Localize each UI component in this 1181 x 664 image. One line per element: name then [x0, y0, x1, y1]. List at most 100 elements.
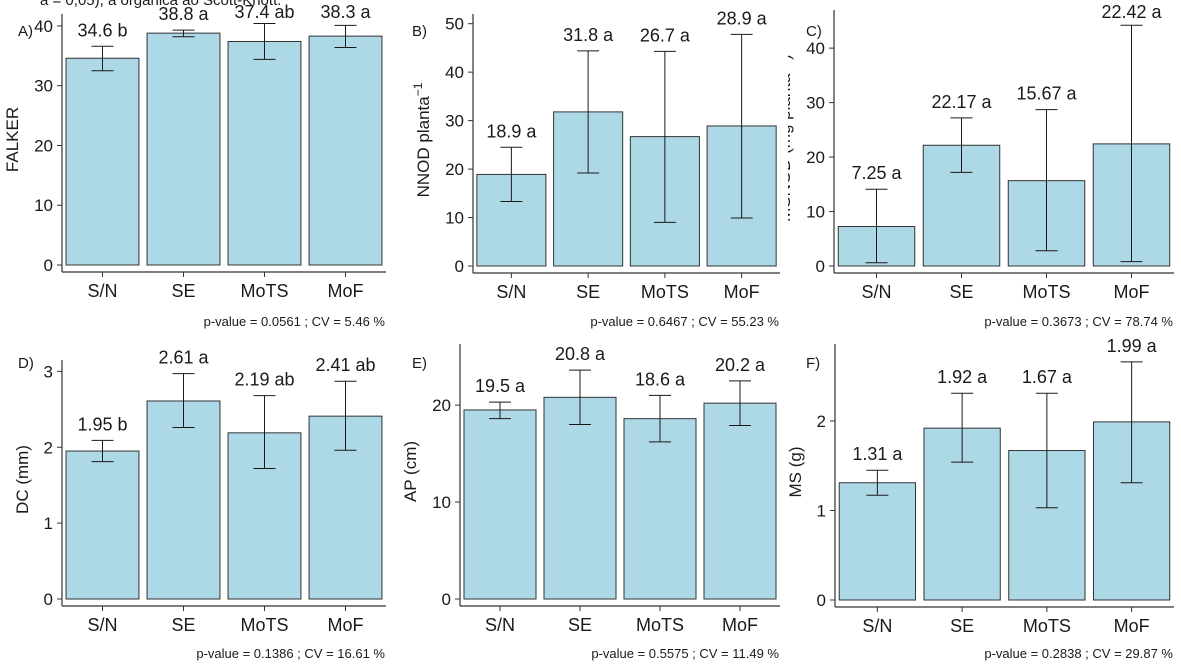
- x-tick-label: MoF: [1114, 616, 1150, 636]
- caption-fragment: a = 0,05), a orgânica ao Scott-Knott.: [40, 0, 282, 9]
- data-label: 2.61 a: [158, 348, 209, 368]
- chart-svg: B) 0 10 20 30 40 50 NNOD planta−1 18.9 a S/N 31.8 …: [411, 8, 780, 329]
- y-tick-label: 40: [445, 63, 464, 82]
- x-tick-label: MoTS: [1022, 282, 1070, 302]
- bar: [146, 400, 221, 600]
- bar: [838, 482, 917, 601]
- data-label: 22.42 a: [1101, 2, 1162, 22]
- y-axis-label: AP (cm): [401, 441, 420, 502]
- x-tick-label: S/N: [862, 616, 892, 636]
- bar: [308, 35, 383, 266]
- y-tick-label: 30: [34, 77, 53, 96]
- y-tick-label: 0: [816, 257, 825, 276]
- x-tick-label: SE: [950, 616, 974, 636]
- y-tick-label: 0: [44, 590, 53, 609]
- y-tick-label: 2: [44, 438, 53, 457]
- x-tick-label: SE: [568, 615, 592, 635]
- bar: [227, 40, 302, 266]
- y-axis-label: NNOD planta−1: [411, 82, 433, 197]
- y-tick-label: 0: [455, 257, 464, 276]
- x-tick-label: MoF: [328, 281, 364, 301]
- y-tick-label: 20: [432, 396, 451, 415]
- chart-panel-c: C) 0 10 20 30 40 MSNOD (mg planta−1) 7.25 a S/N 2…: [788, 0, 1181, 332]
- bar: [65, 57, 140, 266]
- y-tick-label: 20: [34, 136, 53, 155]
- y-axis-label-text: AP (cm): [401, 441, 420, 502]
- stats-footer: p-value = 0.1386 ; CV = 16.61 %: [196, 646, 385, 661]
- data-label: 1.95 b: [77, 414, 127, 434]
- y-tick-label: 1: [817, 501, 826, 520]
- x-tick-label: SE: [576, 282, 600, 302]
- y-axis-label-text: MS (g): [788, 447, 805, 498]
- y-tick-label: 20: [445, 160, 464, 179]
- y-axis-label-text: FALKER: [3, 107, 22, 172]
- y-tick-label: 0: [442, 590, 451, 609]
- data-label: 22.17 a: [931, 92, 992, 112]
- x-tick-label: MoTS: [240, 281, 288, 301]
- panel-label: F): [806, 355, 820, 372]
- data-label: 7.25 a: [851, 163, 902, 183]
- bar: [65, 450, 140, 600]
- data-label: 2.41 ab: [315, 355, 375, 375]
- stats-footer: p-value = 0.3673 ; CV = 78.74 %: [984, 314, 1173, 329]
- y-tick-label: 20: [806, 148, 825, 167]
- x-tick-label: S/N: [87, 615, 117, 635]
- chart-panel-e: E) 0 10 20 AP (cm) 19.5 a S/N 20.8 a SE 18.6 a MoT…: [394, 332, 787, 664]
- y-tick-label: 50: [445, 15, 464, 34]
- data-label: 31.8 a: [563, 25, 614, 45]
- y-tick-label: 10: [806, 203, 825, 222]
- y-tick-label: 30: [806, 94, 825, 113]
- x-tick-label: MoF: [724, 282, 760, 302]
- stats-footer: p-value = 0.6467 ; CV = 55.23 %: [590, 314, 779, 329]
- data-label: 18.9 a: [486, 121, 537, 141]
- data-label: 34.6 b: [77, 20, 127, 40]
- data-label: 37.4 ab: [234, 2, 294, 22]
- y-tick-label: 0: [817, 591, 826, 610]
- chart-panel-a: A) 0 10 20 30 40 FALKER 34.6 b S/N 38.8 a SE 37.4 a…: [0, 0, 393, 332]
- data-label: 1.99 a: [1107, 336, 1158, 356]
- stats-footer: p-value = 0.0561 ; CV = 5.46 %: [204, 314, 386, 329]
- x-tick-label: S/N: [87, 281, 117, 301]
- x-tick-label: S/N: [861, 282, 891, 302]
- chart-svg: F) 0 1 2 MS (g) 1.31 a S/N 1.92 a SE 1.67 a MoTS 1.…: [788, 336, 1174, 661]
- x-tick-label: MoF: [722, 615, 758, 635]
- panel-label: C): [806, 23, 822, 40]
- data-label: 2.19 ab: [234, 370, 294, 390]
- panel-label: B): [412, 23, 427, 40]
- x-tick-label: MoTS: [641, 282, 689, 302]
- bar: [703, 402, 777, 600]
- x-tick-label: MoTS: [240, 615, 288, 635]
- chart-svg: C) 0 10 20 30 40 MSNOD (mg planta−1) 7.25 a S/N 2…: [788, 2, 1174, 329]
- y-axis-label: MSNOD (mg planta−1): [788, 54, 794, 222]
- data-label: 1.31 a: [852, 444, 903, 464]
- y-axis-label: MS (g): [788, 447, 805, 498]
- y-tick-label: 2: [817, 412, 826, 431]
- panel-label: E): [412, 355, 427, 372]
- panel-label: A): [18, 23, 33, 40]
- stats-footer: p-value = 0.2838 ; CV = 29.87 %: [984, 646, 1173, 661]
- bar: [543, 396, 617, 600]
- y-axis-label-text: MSNOD (mg planta: [788, 73, 794, 222]
- stats-footer: p-value = 0.5575 ; CV = 11.49 %: [591, 646, 779, 661]
- chart-panel-f: F) 0 1 2 MS (g) 1.31 a S/N 1.92 a SE 1.67 a MoTS 1.…: [788, 332, 1181, 664]
- data-label: 19.5 a: [475, 376, 526, 396]
- x-tick-label: SE: [171, 281, 195, 301]
- x-tick-label: S/N: [496, 282, 526, 302]
- bar: [623, 418, 697, 600]
- x-tick-label: SE: [171, 615, 195, 635]
- y-tick-label: 10: [432, 493, 451, 512]
- y-tick-label: 0: [44, 256, 53, 275]
- chart-svg: D) 0 1 2 3 DC (mm) 1.95 b S/N 2.61 a SE 2.19 ab MoT…: [13, 348, 386, 661]
- panel-label: D): [18, 355, 34, 372]
- x-tick-label: S/N: [485, 615, 515, 635]
- data-label: 1.67 a: [1022, 367, 1073, 387]
- data-label: 20.8 a: [555, 344, 606, 364]
- chart-svg: E) 0 10 20 AP (cm) 19.5 a S/N 20.8 a SE 18.6 a MoT…: [401, 344, 780, 661]
- x-tick-label: MoF: [328, 615, 364, 635]
- y-axis-label: FALKER: [3, 107, 22, 172]
- data-label: 28.9 a: [717, 8, 768, 28]
- y-axis-label: DC (mm): [13, 445, 32, 514]
- data-label: 20.2 a: [715, 355, 766, 375]
- x-tick-label: SE: [949, 282, 973, 302]
- y-tick-label: 10: [34, 196, 53, 215]
